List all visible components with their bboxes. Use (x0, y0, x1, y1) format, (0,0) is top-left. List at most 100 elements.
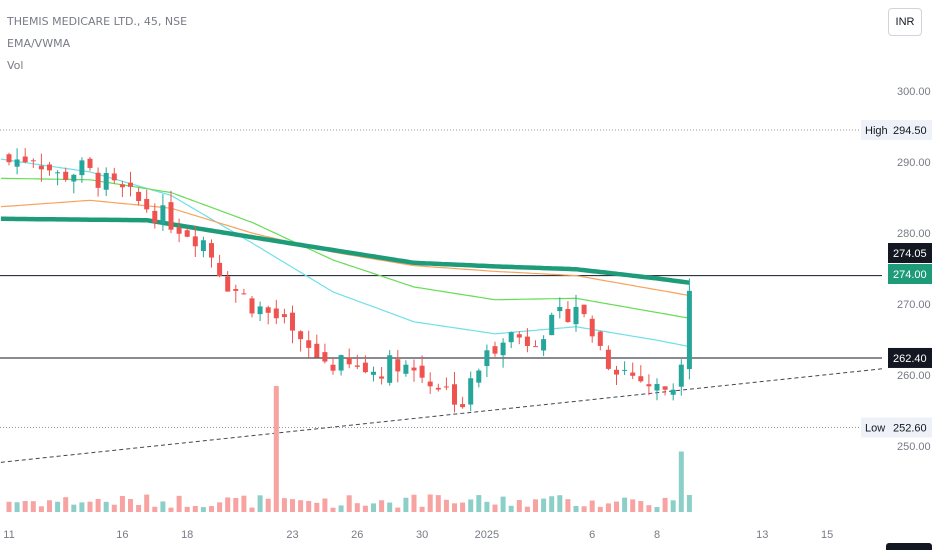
volume-legend[interactable]: Vol (7, 59, 24, 72)
candle-body (6, 154, 12, 163)
candle-body (419, 365, 425, 378)
candle-body (241, 293, 247, 295)
volume-bar (6, 501, 12, 512)
y-tick-label: 250.00 (897, 441, 931, 453)
volume-bar (549, 496, 555, 512)
indicator-legend[interactable]: EMA/VWMA (7, 37, 71, 50)
volume-bar (354, 503, 360, 512)
volume-bar (581, 506, 587, 512)
price-tag-name: Low (865, 423, 885, 435)
candle-body (136, 191, 142, 201)
volume-bar (273, 386, 279, 512)
candle-body (581, 304, 587, 315)
volume-bar (209, 506, 214, 512)
volume-bar (338, 505, 344, 512)
x-tick-label: 2025 (475, 529, 499, 541)
price-tag-value: 274.05 (893, 248, 927, 260)
volume-bar (225, 497, 231, 512)
volume-bar (241, 495, 247, 512)
candle-body (249, 298, 255, 314)
price-tag-name-box (861, 120, 888, 141)
volume-bar (14, 502, 20, 512)
volume-bar (362, 505, 368, 512)
volume-bar (346, 495, 352, 512)
currency-button[interactable]: INR (888, 8, 922, 36)
candle-body (622, 369, 628, 371)
candle-body (443, 386, 449, 388)
volume-bar (557, 495, 563, 512)
candle-body (209, 243, 214, 258)
volume-bar (516, 500, 522, 512)
price-tag-value: 274.00 (893, 269, 927, 281)
price-tag-box (888, 120, 932, 141)
candle-body (200, 240, 206, 252)
volume-bar (589, 500, 595, 512)
volume-bar (452, 503, 457, 512)
brand-logo-icon (886, 543, 932, 550)
volume-bar (22, 501, 28, 512)
volume-bar (460, 502, 466, 512)
volume-bar (419, 506, 425, 512)
candle-body (630, 372, 636, 376)
y-tick-label: 280.00 (897, 228, 931, 240)
time-axis: 11 16 18 23 26 30 2025 6 8 13 15 (3, 529, 833, 541)
volume-bar (605, 503, 611, 512)
candle-body (160, 205, 166, 224)
volume-bar (47, 500, 52, 512)
price-tag-name: High (865, 125, 888, 137)
volume-bar (103, 501, 109, 512)
volume-bar (152, 506, 158, 512)
volume-bar (306, 500, 312, 512)
candle-body (217, 262, 223, 277)
volume-bar (646, 505, 652, 512)
candle-body (573, 306, 579, 325)
volume-bar (573, 505, 579, 512)
volume-bar (395, 507, 401, 512)
candle-body (192, 236, 198, 247)
candle-body (338, 355, 344, 371)
candle-body (95, 172, 101, 188)
candle-body (71, 174, 77, 182)
candle-body (152, 210, 158, 223)
y-tick-label: 300.00 (897, 86, 931, 98)
candle-body (354, 365, 360, 367)
price-labels: 294.50 High 274.05 274.00 262.40 252.60 Low (861, 120, 932, 438)
y-tick-label: 290.00 (897, 157, 931, 169)
volume-bar (55, 501, 61, 512)
trend-line (0, 368, 884, 463)
candle-body (379, 376, 385, 379)
candle-body (290, 312, 295, 331)
candle-body (273, 308, 279, 319)
candle-body (565, 308, 571, 323)
symbol-title[interactable]: THEMIS MEDICARE LTD., 45, NSE (7, 15, 188, 28)
volume-bar (298, 500, 304, 512)
volume-bar (476, 495, 482, 512)
volume-bar (87, 501, 93, 512)
candle-body (435, 387, 441, 390)
volume-bar (371, 503, 376, 512)
candle-body (403, 364, 409, 374)
volume-bar (614, 501, 619, 512)
candle-body (128, 182, 133, 187)
x-tick-label: 30 (416, 529, 428, 541)
candle-body (55, 172, 61, 174)
candle-body (605, 349, 611, 369)
volume-bar (468, 499, 474, 512)
price-tag-box (888, 347, 932, 368)
volume-bar (290, 499, 295, 512)
volume-bar (678, 451, 684, 512)
candle-body (524, 336, 530, 346)
volume-bars (6, 386, 692, 512)
volume-bar (160, 501, 166, 512)
y-tick-label: 260.00 (897, 370, 931, 382)
volume-bar (686, 494, 692, 512)
candle-body (597, 331, 603, 346)
candle-body (362, 362, 368, 373)
candle-body (14, 159, 20, 167)
candle-body (484, 350, 490, 367)
volume-bar (565, 499, 571, 512)
volume-bar (654, 507, 660, 512)
volume-bar (281, 498, 287, 512)
candle-body (322, 352, 328, 362)
